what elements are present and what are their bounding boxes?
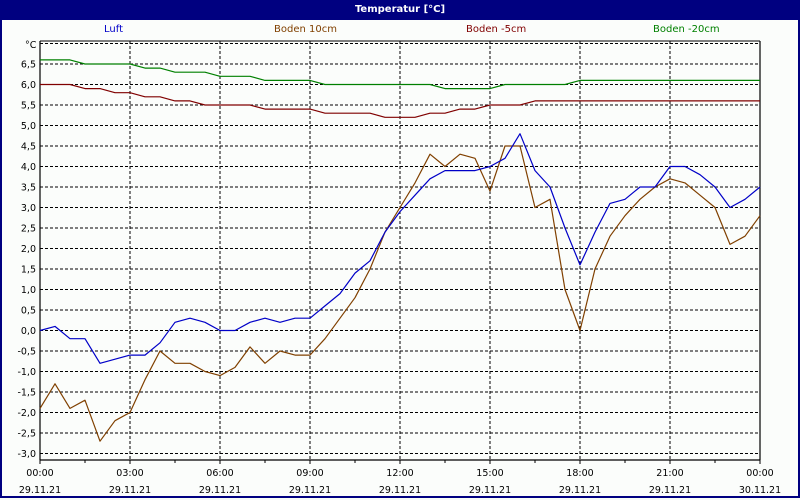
x-tick-time: 03:00 bbox=[116, 468, 143, 479]
y-tick-label: 6,0 bbox=[21, 80, 36, 91]
x-tick-time: 00:00 bbox=[746, 468, 773, 479]
y-tick-label: 5,0 bbox=[21, 121, 36, 132]
x-tick-date: 30.11.21 bbox=[739, 485, 781, 496]
legend-boden-20cm: Boden -20cm bbox=[653, 24, 720, 35]
x-tick-date: 29.11.21 bbox=[109, 485, 151, 496]
x-tick-time: 12:00 bbox=[386, 468, 413, 479]
y-tick-label: 0,0 bbox=[21, 326, 36, 337]
y-tick-label: 0,5 bbox=[21, 306, 36, 317]
y-tick-label: 1,5 bbox=[21, 265, 36, 276]
y-tick-label: -0,5 bbox=[17, 347, 36, 358]
series-line-boden-10cm bbox=[39, 145, 761, 442]
y-tick-label: -2,5 bbox=[17, 429, 36, 440]
y-tick-label: 3,5 bbox=[21, 183, 36, 194]
x-tick-time: 06:00 bbox=[206, 468, 233, 479]
y-tick-label: -1,0 bbox=[17, 367, 36, 378]
x-tick-date: 29.11.21 bbox=[469, 485, 511, 496]
y-tick-label: 5,5 bbox=[21, 101, 36, 112]
y-tick-label: 2,0 bbox=[21, 244, 36, 255]
y-tick-label: 4,0 bbox=[21, 162, 36, 173]
y-tick-label: -2,0 bbox=[17, 408, 36, 419]
legend-boden-5cm: Boden -5cm bbox=[466, 24, 527, 35]
y-tick-label: 6,5 bbox=[21, 60, 36, 71]
y-tick-label: 1,0 bbox=[21, 285, 36, 296]
chart-title: Temperatur [°C] bbox=[0, 0, 800, 20]
x-tick-date: 29.11.21 bbox=[199, 485, 241, 496]
x-tick-time: 09:00 bbox=[296, 468, 323, 479]
x-tick-date: 29.11.21 bbox=[379, 485, 421, 496]
x-tick-date: 29.11.21 bbox=[559, 485, 601, 496]
x-tick-time: 21:00 bbox=[656, 468, 683, 479]
y-tick-label: -1,5 bbox=[17, 388, 36, 399]
legend-boden-10cm: Boden 10cm bbox=[274, 24, 337, 35]
x-tick-date: 29.11.21 bbox=[289, 485, 331, 496]
y-tick-label: 2,5 bbox=[21, 224, 36, 235]
x-tick-time: 18:00 bbox=[566, 468, 593, 479]
y-tick-label: -3,0 bbox=[17, 449, 36, 460]
series-line-boden-20cm bbox=[40, 59, 760, 90]
series-line-luft bbox=[39, 133, 761, 364]
y-tick-label: 3,0 bbox=[21, 203, 36, 214]
x-tick-time: 15:00 bbox=[476, 468, 503, 479]
y-axis-unit: °C bbox=[25, 40, 37, 51]
x-tick-date: 29.11.21 bbox=[19, 485, 61, 496]
x-tick-time: 00:00 bbox=[26, 468, 53, 479]
y-tick-label: 4,5 bbox=[21, 142, 36, 153]
series-line-boden-5cm bbox=[40, 83, 760, 118]
x-tick-date: 29.11.21 bbox=[649, 485, 691, 496]
legend-luft: Luft bbox=[104, 24, 123, 35]
